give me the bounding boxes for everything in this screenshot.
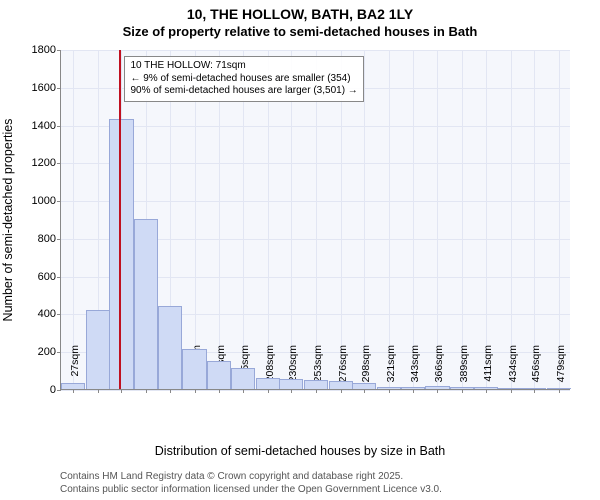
gridline-vertical bbox=[559, 50, 560, 389]
histogram-bar bbox=[256, 378, 280, 389]
histogram-bar bbox=[547, 388, 571, 389]
histogram-bar bbox=[134, 219, 158, 389]
gridline-vertical bbox=[534, 50, 535, 389]
figure: 10, THE HOLLOW, BATH, BA2 1LY Size of pr… bbox=[0, 0, 600, 500]
y-tick-label: 600 bbox=[16, 271, 56, 283]
histogram-bar bbox=[474, 387, 498, 389]
y-tick-mark bbox=[57, 88, 61, 89]
y-tick-mark bbox=[57, 163, 61, 164]
histogram-bar bbox=[329, 381, 353, 389]
histogram-bar bbox=[401, 387, 425, 389]
y-tick-mark bbox=[57, 126, 61, 127]
gridline-vertical bbox=[364, 50, 365, 389]
annotation-line: 10 THE HOLLOW: 71sqm bbox=[130, 60, 357, 73]
histogram-bar bbox=[231, 368, 255, 389]
chart-subtitle: Size of property relative to semi-detach… bbox=[0, 24, 600, 39]
gridline-vertical bbox=[73, 50, 74, 389]
y-tick-label: 400 bbox=[16, 308, 56, 320]
gridline-vertical bbox=[437, 50, 438, 389]
histogram-bar bbox=[182, 349, 206, 389]
histogram-bar bbox=[304, 380, 328, 389]
gridline-vertical bbox=[486, 50, 487, 389]
histogram-bar bbox=[522, 388, 546, 389]
y-axis-label: Number of semi-detached properties bbox=[1, 119, 15, 322]
histogram-bar bbox=[498, 388, 522, 389]
histogram-bar bbox=[61, 383, 85, 389]
histogram-bar bbox=[377, 387, 401, 389]
histogram-bar bbox=[86, 310, 110, 389]
gridline-vertical bbox=[413, 50, 414, 389]
x-axis-label: Distribution of semi-detached houses by … bbox=[0, 444, 600, 458]
y-tick-mark bbox=[57, 314, 61, 315]
gridline-vertical bbox=[389, 50, 390, 389]
y-tick-label: 1600 bbox=[16, 82, 56, 94]
y-tick-label: 800 bbox=[16, 233, 56, 245]
y-tick-label: 1200 bbox=[16, 157, 56, 169]
y-tick-mark bbox=[57, 277, 61, 278]
reference-line bbox=[119, 50, 121, 389]
gridline-vertical bbox=[511, 50, 512, 389]
histogram-bar bbox=[207, 361, 231, 389]
annotation-box: 10 THE HOLLOW: 71sqm← 9% of semi-detache… bbox=[124, 56, 363, 102]
y-tick-label: 0 bbox=[16, 384, 56, 396]
histogram-bar bbox=[425, 386, 449, 389]
footer: Contains HM Land Registry data © Crown c… bbox=[60, 471, 442, 496]
histogram-bar bbox=[352, 383, 376, 389]
annotation-line: ← 9% of semi-detached houses are smaller… bbox=[130, 73, 357, 86]
y-tick-mark bbox=[57, 50, 61, 51]
y-tick-label: 1800 bbox=[16, 44, 56, 56]
annotation-line: 90% of semi-detached houses are larger (… bbox=[130, 85, 357, 98]
footer-line-1: Contains HM Land Registry data © Crown c… bbox=[60, 471, 442, 484]
histogram-bar bbox=[450, 387, 474, 389]
y-tick-mark bbox=[57, 201, 61, 202]
y-tick-mark bbox=[57, 239, 61, 240]
chart-title: 10, THE HOLLOW, BATH, BA2 1LY bbox=[0, 6, 600, 22]
y-tick-mark bbox=[57, 390, 61, 391]
y-tick-label: 1400 bbox=[16, 120, 56, 132]
y-tick-label: 200 bbox=[16, 346, 56, 358]
histogram-bar bbox=[279, 379, 303, 389]
y-tick-label: 1000 bbox=[16, 195, 56, 207]
footer-line-2: Contains public sector information licen… bbox=[60, 484, 442, 497]
histogram-bar bbox=[109, 119, 133, 389]
plot-area: 27sqm50sqm72sqm95sqm117sqm140sqm163sqm18… bbox=[60, 50, 570, 390]
gridline-vertical bbox=[462, 50, 463, 389]
histogram-bar bbox=[158, 306, 182, 389]
y-tick-mark bbox=[57, 352, 61, 353]
